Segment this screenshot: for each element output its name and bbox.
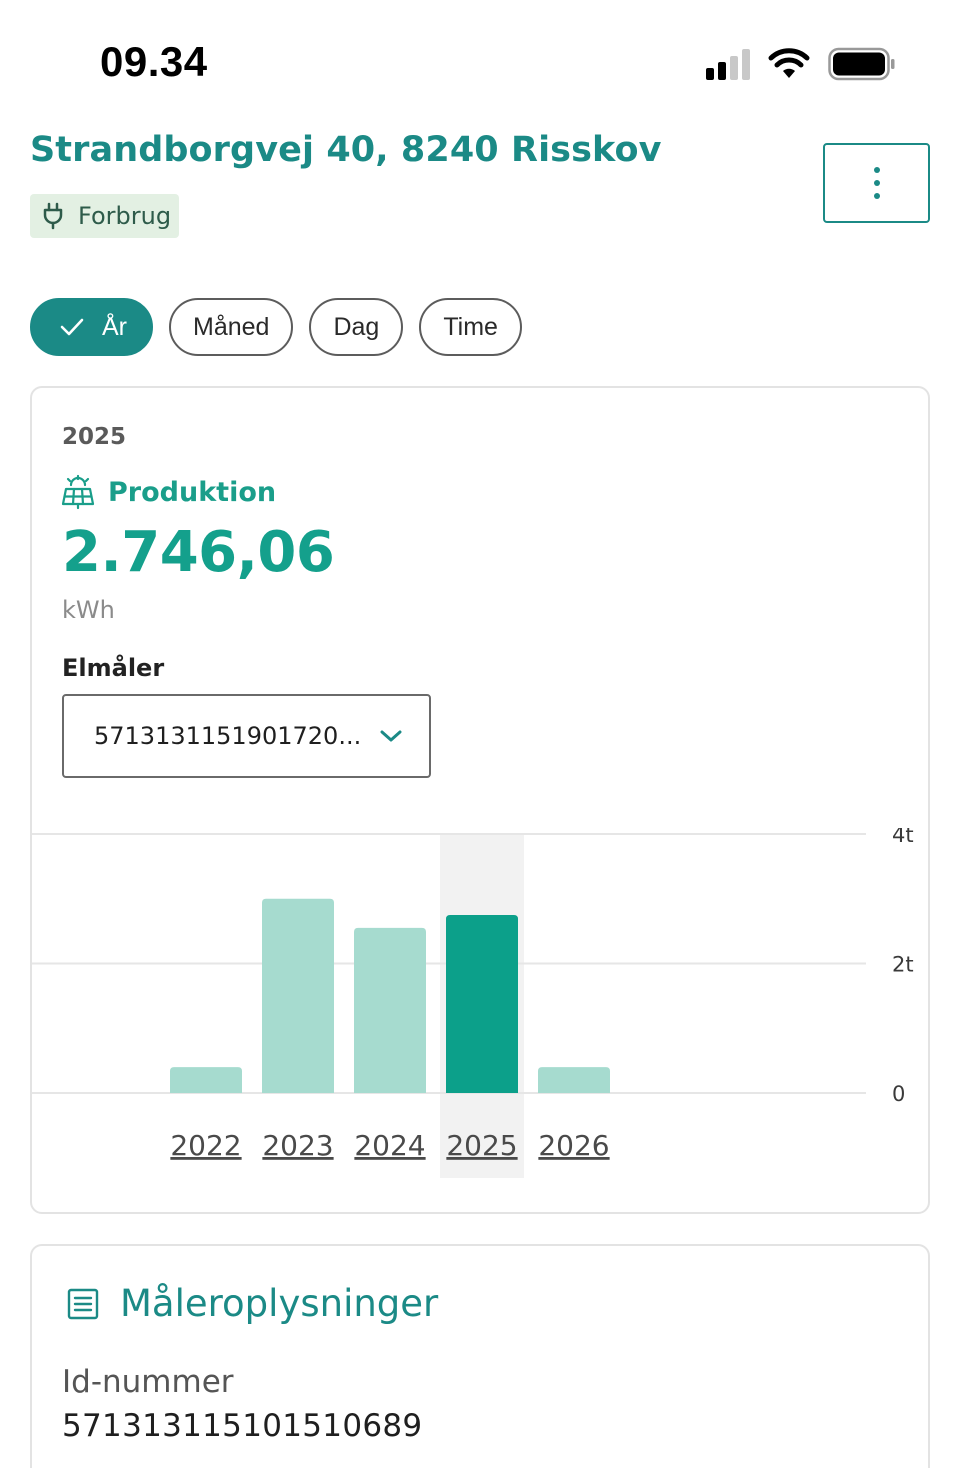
more-options-button[interactable]: [823, 143, 930, 223]
document-icon: [67, 1288, 99, 1319]
consumption-tag: Forbrug: [30, 194, 180, 238]
bar-2025: [446, 914, 518, 1093]
chip-month[interactable]: Måned: [169, 298, 294, 356]
x-tick-label-2026[interactable]: 2026: [538, 1129, 609, 1162]
chip-year[interactable]: År: [30, 298, 153, 356]
meter-info-card: Måleroplysninger Id-nummer 5713131151015…: [30, 1244, 930, 1468]
y-tick-label: 0: [892, 1082, 905, 1106]
meter-info-header: Måleroplysninger: [66, 1282, 438, 1325]
chip-day[interactable]: Dag: [309, 298, 404, 356]
chip-hour[interactable]: Time: [419, 298, 522, 356]
chevron-down-icon: [380, 730, 402, 742]
id-number-label: Id-nummer: [62, 1364, 234, 1400]
bar-2022: [170, 1067, 242, 1093]
address-title: Strandborgvej 40, 8240 Risskov: [30, 130, 662, 170]
meter-select[interactable]: 5713131151901720...: [62, 694, 431, 778]
production-chart: 4t 2t 0 2022 2023 2024 2025 2026: [32, 828, 914, 1178]
status-icons: [706, 46, 896, 82]
wifi-icon: [768, 48, 810, 78]
period-selector: År Måned Dag Time: [30, 298, 522, 356]
chip-year-label: År: [102, 312, 127, 341]
x-tick-label-2024[interactable]: 2024: [354, 1129, 425, 1162]
meter-info-title: Måleroplysninger: [120, 1282, 439, 1325]
x-tick-label-2023[interactable]: 2023: [262, 1129, 333, 1162]
production-card: 2025 Produktion 2.746,06 kWh Elmåler 571…: [30, 386, 930, 1214]
x-tick-label-2022[interactable]: 2022: [170, 1129, 241, 1162]
production-value: 2.746,06: [62, 520, 335, 585]
bar-2023: [262, 898, 334, 1093]
period-year: 2025: [62, 424, 127, 450]
production-label: Produktion: [108, 476, 277, 508]
kebab-icon: [873, 167, 880, 199]
x-tick-label-2025[interactable]: 2025: [446, 1129, 517, 1162]
id-number-value: 571313115101510689: [62, 1408, 423, 1444]
production-unit: kWh: [62, 596, 115, 624]
signal-icon: [706, 48, 750, 80]
meter-label: Elmåler: [62, 654, 165, 682]
production-header: Produktion: [60, 474, 276, 510]
bar-2026: [538, 1067, 610, 1093]
solar-panel-icon: [61, 474, 95, 510]
meter-select-value: 5713131151901720...: [94, 722, 362, 750]
battery-icon: [828, 47, 895, 81]
bar-2024: [354, 927, 426, 1093]
tag-label: Forbrug: [78, 202, 172, 230]
y-tick-label: 2t: [892, 953, 914, 977]
check-icon: [60, 318, 84, 336]
y-tick-label: 4t: [892, 828, 914, 847]
status-time: 09.34: [100, 38, 208, 85]
plug-icon: [43, 202, 63, 230]
